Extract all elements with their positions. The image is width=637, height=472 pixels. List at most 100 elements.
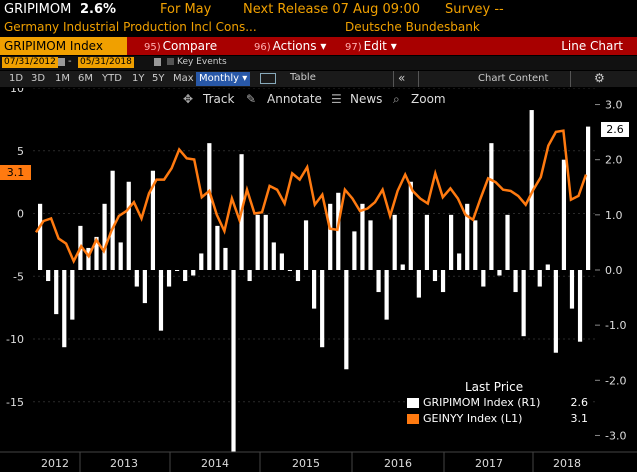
bar <box>336 192 341 270</box>
actions-menu[interactable]: 96) Actions ▾ <box>254 37 326 55</box>
chart-content-button[interactable]: Chart Content <box>478 73 549 84</box>
legend-swatch <box>407 398 419 408</box>
pencil-icon[interactable]: ✎ <box>246 92 256 106</box>
survey: Survey -- <box>445 2 504 17</box>
zoom-tool[interactable]: Zoom <box>411 92 446 106</box>
news-tool[interactable]: News <box>350 92 382 106</box>
annotate-tool[interactable]: Annotate <box>267 92 322 106</box>
calendar-icon[interactable] <box>154 58 161 66</box>
start-date-input[interactable]: 07/31/2012 <box>2 57 58 68</box>
collapse-chevron-icon[interactable]: « <box>398 71 406 85</box>
bar <box>312 270 317 309</box>
bar <box>279 253 284 270</box>
bar <box>553 270 558 353</box>
bar <box>46 270 51 282</box>
checkbox-icon[interactable] <box>167 58 174 65</box>
bar <box>150 170 156 270</box>
bar <box>465 203 470 270</box>
bar <box>545 264 550 270</box>
table-button[interactable]: Table <box>290 72 316 83</box>
bar <box>368 220 373 270</box>
legend-row-geinyy[interactable]: GEINYY Index (L1) 3.1 <box>405 412 590 426</box>
bar <box>481 270 486 287</box>
bar <box>400 264 405 270</box>
bar <box>110 170 115 270</box>
period-3d[interactable]: 3D <box>31 73 46 84</box>
chart-area[interactable]: 10 5 0 -5 -10 -15 3.0 2.0 1.0 0.0 -1.0 -2.0 -3.0 20… <box>0 88 637 472</box>
ticker-label[interactable]: GRIPIMOM <box>4 2 72 17</box>
bar <box>247 270 252 282</box>
legend-value: 3.1 <box>570 412 589 425</box>
line-chart-icon[interactable] <box>260 73 276 84</box>
compare-menu[interactable]: 95) Compare <box>144 37 217 55</box>
right-tick-label: -1.0 <box>605 319 626 332</box>
key-events-toggle[interactable]: Key Events <box>167 57 227 67</box>
bar <box>287 270 293 271</box>
left-tick-label: 10 <box>10 88 24 95</box>
period-row: 1D 3D 1M 6M YTD 1Y 5Y Max Monthly ▾ Tabl… <box>0 71 637 87</box>
bar <box>586 126 591 270</box>
line-series <box>34 129 588 265</box>
right-tick-label: -3.0 <box>605 429 626 442</box>
frequency-label: Monthly <box>199 73 240 84</box>
edit-menu[interactable]: 97) Edit ▾ <box>345 37 397 55</box>
last-value-tag-right: 2.6 <box>601 122 629 137</box>
bar <box>102 203 107 270</box>
x-tick-label: 2013 <box>110 457 138 470</box>
calendar-icon[interactable] <box>58 58 65 66</box>
next-release: Next Release 07 Aug 09:00 <box>243 2 420 17</box>
period-max[interactable]: Max <box>173 73 194 84</box>
x-tick-label: 2015 <box>292 457 320 470</box>
actions-label: Actions <box>272 39 317 53</box>
bar <box>473 220 478 270</box>
search-icon[interactable]: ⌕ <box>393 92 400 106</box>
chart-type-label[interactable]: Line Chart <box>561 39 623 53</box>
bar <box>360 203 365 270</box>
period-1y[interactable]: 1Y <box>132 73 145 84</box>
bar <box>328 203 333 270</box>
gear-icon[interactable]: ⚙ <box>594 71 605 85</box>
legend-label: GRIPIMOM Index (R1) <box>423 396 541 409</box>
track-tool[interactable]: Track <box>202 92 234 106</box>
bar <box>424 214 430 270</box>
chart-tools: ✥ Track ✎ Annotate ☰ News ⌕ Zoom <box>183 92 446 106</box>
period-1m[interactable]: 1M <box>55 73 70 84</box>
compare-number: 95) <box>144 42 161 53</box>
legend-row-gripimom[interactable]: GRIPIMOM Index (R1) 2.6 <box>405 396 590 410</box>
x-tick-label: 2016 <box>384 457 412 470</box>
bar <box>505 214 510 270</box>
period-6m[interactable]: 6M <box>78 73 93 84</box>
legend-title: Last Price <box>465 380 524 394</box>
bar <box>489 143 494 270</box>
bar <box>521 270 526 337</box>
function-toolbar: GRIPIMOM Index 95) Compare 96) Actions ▾ 9… <box>0 37 637 55</box>
period-5y[interactable]: 5Y <box>152 73 165 84</box>
bar <box>231 270 236 452</box>
description-row: Germany Industrial Production Incl Cons.… <box>0 19 637 36</box>
period-ytd[interactable]: YTD <box>102 73 122 84</box>
bar <box>126 181 131 270</box>
bar <box>54 270 59 315</box>
crosshair-icon[interactable]: ✥ <box>183 92 193 106</box>
compare-label: Compare <box>162 39 218 53</box>
edit-number: 97) <box>345 42 362 53</box>
bar <box>215 225 220 270</box>
bar <box>70 270 75 320</box>
bar <box>537 270 542 287</box>
chevron-down-icon: ▾ <box>320 39 327 53</box>
period-1d[interactable]: 1D <box>9 73 24 84</box>
date-dash: - <box>68 56 72 67</box>
security-field[interactable]: GRIPIMOM Index <box>0 37 127 55</box>
bar <box>223 247 228 270</box>
news-icon[interactable]: ☰ <box>331 92 342 106</box>
bar <box>191 270 196 276</box>
legend: Last Price GRIPIMOM Index (R1) 2.6 GEINY… <box>405 380 590 430</box>
bar <box>449 214 454 270</box>
bar <box>497 270 502 276</box>
right-tick-label: -2.0 <box>605 374 626 387</box>
legend-value: 2.6 <box>570 396 589 409</box>
bar <box>513 270 518 293</box>
end-date-input[interactable]: 05/31/2018 <box>78 57 134 68</box>
divider <box>393 71 394 87</box>
frequency-dropdown[interactable]: Monthly ▾ <box>196 72 251 86</box>
